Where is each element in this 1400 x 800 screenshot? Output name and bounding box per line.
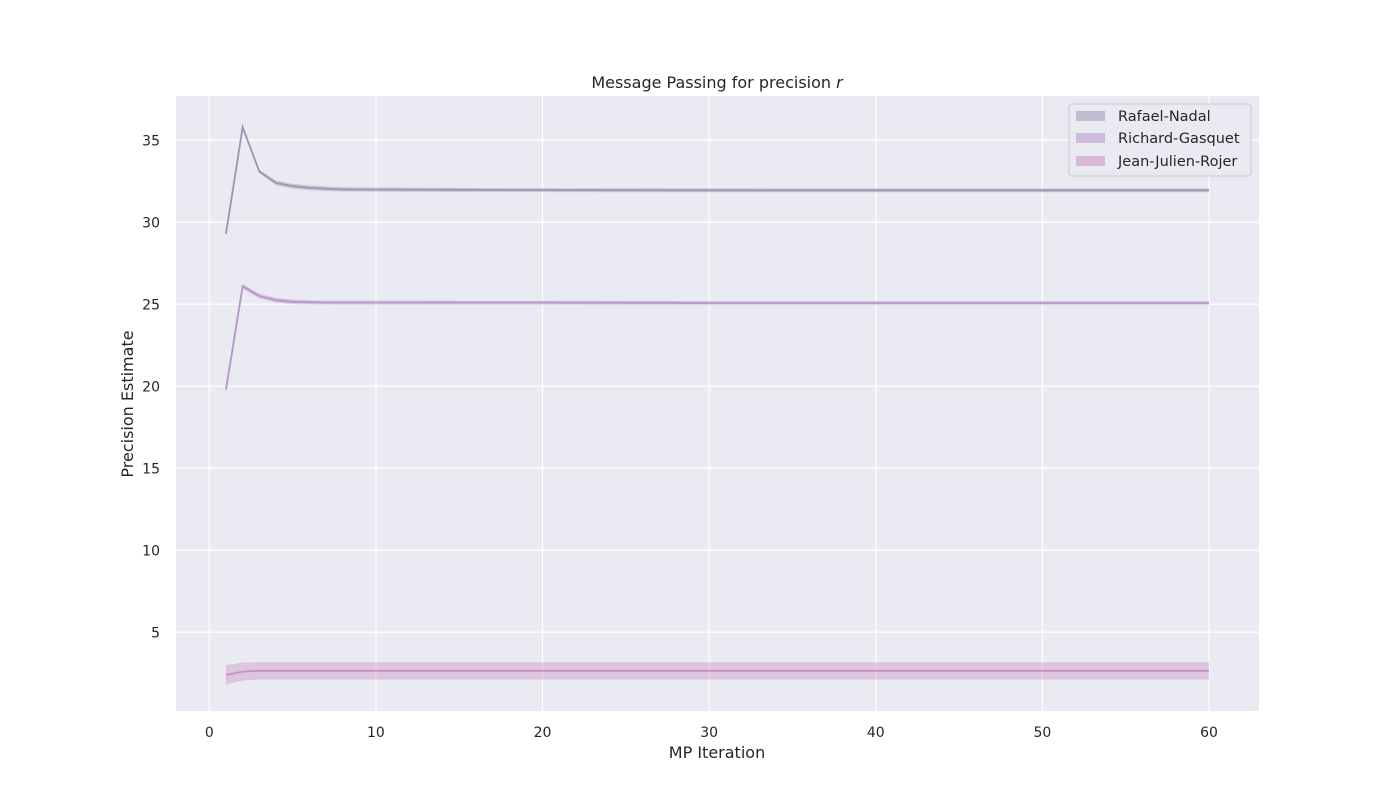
y-axis-label: Precision Estimate [118,330,137,477]
legend-label-richard-gasquet: Richard-Gasquet [1118,131,1240,147]
x-tick-label: 0 [205,725,214,741]
line-richard-gasquet [225,284,1210,390]
y-tick-label: 30 [142,215,160,231]
line-jean-julien-rojer [225,669,1210,676]
x-tick-label: 30 [700,725,718,741]
x-tick-label: 50 [1033,725,1051,741]
line-rafael-nadal [225,123,1210,234]
legend-swatch-richard-gasquet [1076,133,1105,143]
x-tick-label: 40 [867,725,885,741]
y-tick-label: 35 [142,133,160,149]
legend-swatch-rafael-nadal [1076,111,1105,121]
chart-title: Message Passing for precision r [591,73,844,92]
y-tick-labels: 5 10 15 20 25 30 35 [142,133,160,641]
y-tick-label: 5 [151,625,160,641]
legend: Rafael-Nadal Richard-Gasquet Jean-Julien… [1068,103,1252,177]
plot-background [176,96,1259,711]
y-tick-label: 25 [142,297,160,313]
band-jean-julien-rojer [225,662,1210,685]
y-tick-label: 20 [142,379,160,395]
x-tick-label: 60 [1200,725,1218,741]
confidence-bands [225,125,1210,685]
y-tick-label: 10 [142,543,160,559]
x-tick-label: 10 [367,725,385,741]
x-tick-label: 20 [534,725,552,741]
y-tick-label: 15 [142,461,160,477]
legend-label-rafael-nadal: Rafael-Nadal [1118,109,1211,125]
series-lines [225,123,1210,676]
legend-label-jean-julien-rojer: Jean-Julien-Rojer [1117,154,1237,170]
grid [176,96,1259,711]
x-axis-label: MP Iteration [669,743,765,762]
legend-box [1068,103,1252,177]
x-tick-labels: 0 10 20 30 40 50 60 [205,725,1218,741]
legend-swatch-jean-julien-rojer [1076,156,1105,166]
